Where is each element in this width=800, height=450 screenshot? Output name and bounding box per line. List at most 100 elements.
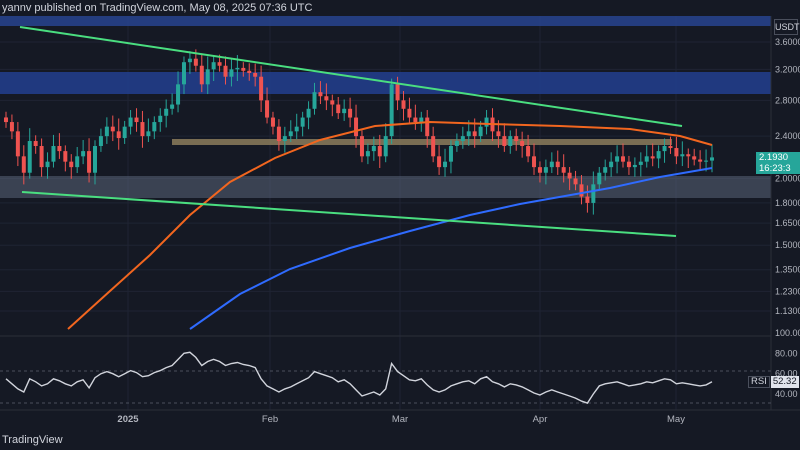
time-tick-label: Feb — [262, 414, 278, 425]
candle-body — [484, 117, 489, 127]
candle-body — [300, 117, 305, 127]
candle-body — [259, 76, 264, 101]
resistance-zone — [0, 72, 771, 94]
candle-body — [69, 161, 74, 168]
candle-body — [81, 151, 86, 157]
candle-body — [312, 92, 317, 109]
candle-body — [626, 161, 631, 168]
candle-body — [318, 92, 323, 97]
last-price-badge: 2.1930 16:23:3 — [756, 152, 800, 174]
candle-body — [638, 161, 643, 165]
candle-body — [152, 122, 157, 132]
candle-body — [122, 126, 127, 139]
time-tick-label: Apr — [533, 414, 548, 425]
candle-body — [187, 58, 192, 63]
candle-body — [51, 146, 56, 162]
candle-body — [181, 62, 186, 85]
candle-body — [158, 115, 163, 123]
candle-body — [692, 156, 697, 160]
candle-body — [294, 126, 299, 132]
candle-body — [383, 136, 388, 157]
rsi-tick-label: 40.00 — [775, 389, 798, 399]
rsi-tick-label: 100.00 — [775, 328, 800, 338]
candle-body — [348, 108, 353, 118]
rsi-tick-label: 80.00 — [775, 348, 798, 358]
price-tick-label: 2.0000 — [775, 173, 800, 183]
candle-body — [549, 161, 554, 168]
candle-body — [454, 141, 459, 147]
candle-body — [21, 156, 26, 173]
candle-body — [413, 117, 418, 123]
candle-body — [389, 84, 394, 137]
candle-body — [460, 136, 465, 142]
brand-text: TradingView — [2, 434, 63, 446]
candle-body — [395, 84, 400, 101]
candle-body — [140, 122, 145, 137]
candle-body — [270, 117, 275, 127]
candle-body — [354, 117, 359, 137]
candle-body — [466, 131, 471, 137]
candle-body — [288, 131, 293, 137]
candle-body — [668, 146, 673, 149]
candle-body — [265, 100, 270, 118]
candle-body — [686, 154, 691, 157]
candle-body — [437, 156, 442, 168]
candle-body — [710, 157, 714, 161]
last-price: 2.1930 — [759, 152, 789, 163]
candle-body — [704, 160, 709, 162]
rsi-line — [5, 351, 713, 404]
candle-body — [520, 141, 525, 147]
time-axis: 2025 Feb Mar Apr May — [117, 414, 685, 425]
price-tick-label: 1.1300 — [775, 306, 800, 316]
candle-body — [573, 178, 578, 185]
candle-body — [407, 108, 412, 118]
bar-countdown: 16:23:3 — [759, 163, 791, 174]
candle-body — [15, 131, 20, 157]
price-tick-label: 1.6500 — [775, 218, 800, 228]
candle-body — [87, 151, 92, 173]
candle-body — [555, 161, 560, 168]
candle-body — [359, 136, 364, 157]
candle-body — [514, 136, 519, 142]
candle-body — [193, 58, 198, 66]
candle-body — [27, 141, 32, 173]
candle-body — [4, 117, 8, 123]
price-tick-label: 1.8000 — [775, 198, 800, 208]
candle-body — [591, 184, 596, 203]
candle-body — [365, 151, 370, 157]
candle-body — [33, 141, 38, 147]
candle-body — [425, 117, 430, 137]
candle-body — [478, 126, 483, 137]
price-tick-label: 1.5000 — [775, 240, 800, 250]
candle-body — [448, 146, 453, 162]
candle-body — [526, 146, 531, 157]
candle-body — [9, 122, 14, 132]
candle-body — [615, 156, 620, 162]
candle-body — [443, 161, 448, 168]
candle-body — [235, 67, 240, 70]
currency-label[interactable]: USDT — [774, 19, 800, 35]
candle-body — [116, 131, 121, 139]
candle-body — [609, 161, 614, 168]
candles — [4, 49, 714, 215]
candle-body — [662, 146, 667, 152]
candle-body — [597, 172, 602, 185]
candle-body — [537, 167, 542, 173]
candle-body — [306, 108, 311, 118]
candle-body — [170, 104, 175, 109]
rsi-label: RSI — [748, 376, 770, 388]
candle-body — [276, 126, 281, 142]
rsi-tick-label: 60.00 — [775, 369, 798, 379]
candle-body — [330, 100, 335, 105]
mid-level-zone — [172, 139, 672, 145]
candle-body — [282, 136, 287, 142]
candle-body — [644, 156, 649, 162]
tradingview-logo[interactable]: TradingView — [0, 430, 202, 450]
candle-body — [579, 184, 584, 197]
candle-body — [45, 161, 50, 168]
time-tick-label: 2025 — [117, 414, 139, 425]
candle-body — [532, 156, 537, 168]
candle-body — [104, 126, 109, 137]
price-tick-label: 3.2000 — [775, 64, 800, 74]
